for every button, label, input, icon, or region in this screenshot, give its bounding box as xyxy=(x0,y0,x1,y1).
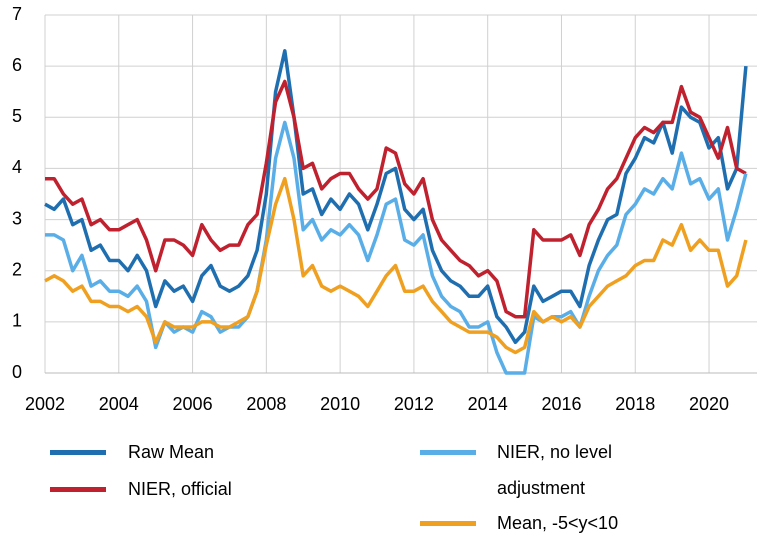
legend-label: NIER, no level adjustment xyxy=(497,442,613,498)
x-tick-label: 2012 xyxy=(394,394,434,414)
y-tick-label: 6 xyxy=(12,55,22,75)
legend-label: Mean, -5<y<10 xyxy=(497,513,619,533)
legend-swatch xyxy=(420,521,476,526)
x-tick-label: 2004 xyxy=(99,394,139,414)
y-tick-label: 7 xyxy=(12,4,22,24)
y-tick-label: 0 xyxy=(12,362,22,382)
legend-swatch xyxy=(420,450,476,455)
series-line xyxy=(44,49,748,345)
x-tick-label: 2018 xyxy=(615,394,655,414)
y-tick-label: 5 xyxy=(12,106,22,126)
x-tick-label: 2020 xyxy=(689,394,729,414)
legend-swatch xyxy=(50,450,106,455)
series-line xyxy=(45,79,747,319)
x-tick-label: 2008 xyxy=(246,394,286,414)
x-tick-label: 2006 xyxy=(173,394,213,414)
y-tick-label: 2 xyxy=(12,259,22,279)
x-tick-label: 2010 xyxy=(320,394,360,414)
legend-label: Raw Mean xyxy=(128,442,215,462)
y-tick-label: 3 xyxy=(12,208,22,228)
y-tick-label: 4 xyxy=(12,157,22,177)
series-line xyxy=(44,176,748,355)
legend-swatch xyxy=(50,487,106,492)
y-tick-label: 1 xyxy=(12,311,22,331)
x-tick-label: 2014 xyxy=(468,394,508,414)
legend-label: NIER, official xyxy=(128,479,232,499)
x-tick-label: 2016 xyxy=(541,394,581,414)
x-tick-label: 2002 xyxy=(25,394,65,414)
